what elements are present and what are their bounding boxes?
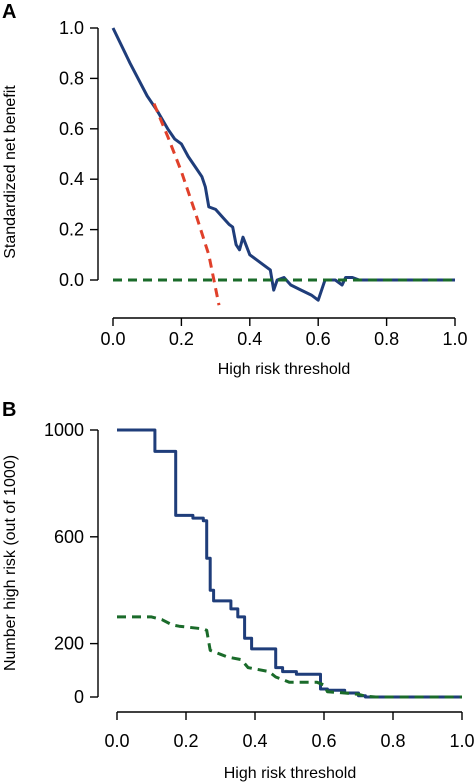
panel-b-x-tick-label: 0.0 <box>104 731 129 751</box>
panel-b-x-tick-label: 0.4 <box>242 731 267 751</box>
panel-b-x-tick-label: 0.6 <box>311 731 336 751</box>
panel-b-series-2-line <box>117 615 462 699</box>
panel-b-x-title: High risk threshold <box>224 765 357 782</box>
panel-a-x-title: High risk threshold <box>218 361 351 378</box>
panel-b-x-tick-label: 1.0 <box>449 731 474 751</box>
panel-b-x-tick-label: 0.2 <box>173 731 198 751</box>
panel-a-letter: A <box>2 1 16 23</box>
panel-a-y-tick-label: 0.2 <box>59 220 84 240</box>
panel-a-y-tick-label: 0.8 <box>59 68 84 88</box>
panel-b-x-tick-label: 0.8 <box>380 731 405 751</box>
panel-a-x-tick-label: 0.6 <box>306 329 331 349</box>
panel-b-series-layer <box>117 428 462 699</box>
panel-b: B 0.0 0.2 0.4 0.6 0.8 1.0 0 200 600 1000 High ri… <box>2 399 474 782</box>
panel-a-x-tick-label: 0.2 <box>169 329 194 349</box>
panel-b-series-1-line <box>117 428 462 699</box>
panel-a-series-1-line <box>111 27 455 302</box>
panel-a-y-tick-label: 0.4 <box>59 169 84 189</box>
panel-a-x-tick-label: 0.0 <box>100 329 125 349</box>
panel-a-y-tick-label: 1.0 <box>59 18 84 38</box>
panel-a-y-title: Standardized net benefit <box>2 85 19 259</box>
panel-a-series-2-line <box>152 103 221 306</box>
panel-a: A 0.0 0.2 0.4 0.6 0.8 1.0 0.00.20.40.60.81.0 … <box>2 1 468 378</box>
panel-a-y-tick-label: 0.6 <box>59 119 84 139</box>
panel-a-x-ticks: 0.0 0.2 0.4 0.6 0.8 1.0 <box>100 318 468 349</box>
panel-b-y-tick-label: 1000 <box>44 420 84 440</box>
panel-b-y-tick-label: 600 <box>54 527 84 547</box>
panel-b-y-tick-label: 200 <box>54 634 84 654</box>
panel-a-x-tick-label: 1.0 <box>442 329 467 349</box>
panel-a-x-tick-label: 0.4 <box>237 329 262 349</box>
panel-b-letter: B <box>2 399 16 421</box>
panel-a-series-layer <box>111 27 455 306</box>
panel-a-y-ticks: 0.0 0.2 0.4 0.6 0.8 1.0 <box>59 18 98 290</box>
panel-b-x-ticks: 0.0 0.2 0.4 0.6 0.8 1.0 <box>104 712 474 751</box>
panel-a-x-tick-label: 0.8 <box>374 329 399 349</box>
panel-b-y-tick-label: 0 <box>74 687 84 707</box>
panel-b-y-ticks: 0 200 600 1000 <box>44 420 98 707</box>
panel-b-y-title: Number high risk (out of 1000) <box>2 455 19 671</box>
panel-a-y-tick-label: 0.0 <box>59 270 84 290</box>
